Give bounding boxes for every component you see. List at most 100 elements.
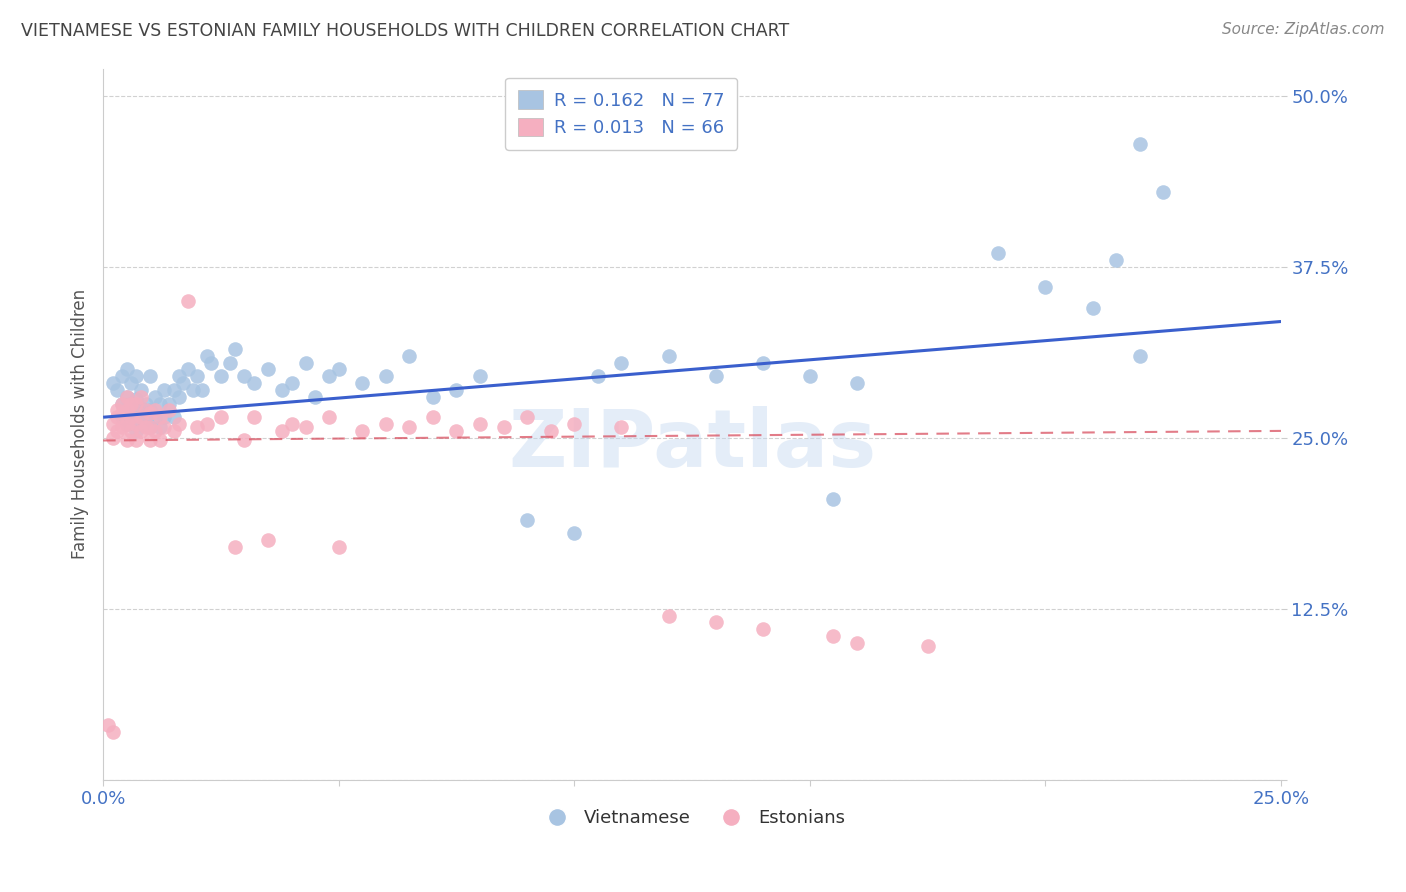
Point xyxy=(129,424,152,438)
Point xyxy=(139,369,162,384)
Point xyxy=(492,419,515,434)
Point xyxy=(1129,136,1152,151)
Point xyxy=(129,390,152,404)
Point xyxy=(153,419,176,434)
Point xyxy=(129,383,152,397)
Point xyxy=(101,417,124,431)
Point xyxy=(101,724,124,739)
Point xyxy=(468,369,491,384)
Point xyxy=(446,383,468,397)
Point xyxy=(153,410,176,425)
Point xyxy=(318,369,340,384)
Point xyxy=(135,403,157,417)
Point xyxy=(120,376,142,390)
Point xyxy=(149,410,172,425)
Point xyxy=(105,410,128,425)
Point xyxy=(516,410,538,425)
Point xyxy=(224,540,246,554)
Point xyxy=(163,410,186,425)
Point xyxy=(846,376,869,390)
Point xyxy=(139,419,162,434)
Point xyxy=(610,419,633,434)
Point xyxy=(97,718,120,732)
Point xyxy=(271,424,294,438)
Point xyxy=(917,639,939,653)
Point xyxy=(143,410,166,425)
Point xyxy=(125,392,148,407)
Point xyxy=(328,540,350,554)
Point xyxy=(846,636,869,650)
Point xyxy=(149,396,172,410)
Point xyxy=(243,376,266,390)
Point xyxy=(1105,252,1128,267)
Point xyxy=(257,362,280,376)
Point xyxy=(352,424,374,438)
Point xyxy=(115,417,138,431)
Point xyxy=(191,383,214,397)
Point xyxy=(111,406,134,420)
Point xyxy=(143,424,166,438)
Legend: Vietnamese, Estonians: Vietnamese, Estonians xyxy=(531,802,852,835)
Point xyxy=(1129,349,1152,363)
Point xyxy=(610,355,633,369)
Point xyxy=(139,406,162,420)
Point xyxy=(125,396,148,410)
Point xyxy=(177,362,200,376)
Point xyxy=(115,417,138,431)
Point xyxy=(186,369,208,384)
Point xyxy=(657,608,679,623)
Point xyxy=(657,349,679,363)
Point xyxy=(111,410,134,425)
Point xyxy=(129,401,152,415)
Point xyxy=(111,396,134,410)
Point xyxy=(120,410,142,425)
Point xyxy=(115,403,138,417)
Point xyxy=(153,383,176,397)
Point xyxy=(224,342,246,356)
Point xyxy=(167,369,190,384)
Point xyxy=(209,410,232,425)
Point xyxy=(219,355,242,369)
Point xyxy=(422,390,444,404)
Point xyxy=(1081,301,1104,315)
Point xyxy=(139,403,162,417)
Point xyxy=(105,383,128,397)
Point xyxy=(163,424,186,438)
Point xyxy=(751,622,773,636)
Point xyxy=(468,417,491,431)
Point xyxy=(374,417,396,431)
Point xyxy=(280,417,302,431)
Point xyxy=(562,417,585,431)
Point xyxy=(446,424,468,438)
Point xyxy=(704,615,727,630)
Point xyxy=(163,383,186,397)
Point xyxy=(115,390,138,404)
Point xyxy=(181,383,204,397)
Text: Source: ZipAtlas.com: Source: ZipAtlas.com xyxy=(1222,22,1385,37)
Point xyxy=(125,369,148,384)
Point xyxy=(125,424,148,438)
Point xyxy=(352,376,374,390)
Point xyxy=(135,413,157,427)
Point xyxy=(111,419,134,434)
Point xyxy=(143,390,166,404)
Point xyxy=(294,355,316,369)
Point xyxy=(280,376,302,390)
Point xyxy=(186,419,208,434)
Point xyxy=(157,396,180,410)
Point xyxy=(143,403,166,417)
Point xyxy=(200,355,222,369)
Point xyxy=(101,431,124,445)
Point xyxy=(177,293,200,308)
Text: VIETNAMESE VS ESTONIAN FAMILY HOUSEHOLDS WITH CHILDREN CORRELATION CHART: VIETNAMESE VS ESTONIAN FAMILY HOUSEHOLDS… xyxy=(21,22,789,40)
Point xyxy=(129,417,152,431)
Point xyxy=(115,403,138,417)
Point xyxy=(115,434,138,448)
Point xyxy=(139,419,162,434)
Point xyxy=(271,383,294,397)
Text: ZIPatlas: ZIPatlas xyxy=(508,407,876,484)
Y-axis label: Family Households with Children: Family Households with Children xyxy=(72,289,89,559)
Point xyxy=(823,492,845,507)
Point xyxy=(125,417,148,431)
Point xyxy=(540,424,562,438)
